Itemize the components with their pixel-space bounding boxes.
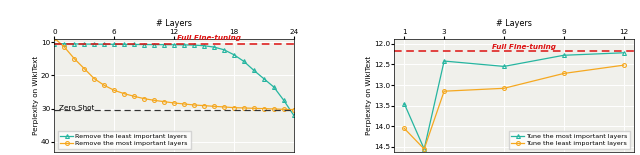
Remove the most important layers [270,108,278,110]
Y-axis label: Perplexity on WikiText: Perplexity on WikiText [33,56,39,135]
Y-axis label: Perplexity on WikiText: Perplexity on WikiText [366,56,372,135]
Legend: Tune the most important layers, Tune the least important layers: Tune the most important layers, Tune the… [509,131,630,149]
Remove the least important layers [270,86,278,88]
Remove the most important layers [220,106,228,108]
Remove the most important layers [290,109,298,111]
Remove the most important layers [280,108,287,110]
Remove the most important layers [131,95,138,97]
Remove the most important layers [120,93,128,95]
Remove the least important layers [70,43,78,45]
Remove the most important layers [180,103,188,105]
Remove the least important layers [220,49,228,51]
Remove the least important layers [51,43,58,45]
Tune the most important layers [560,54,568,56]
Remove the least important layers [81,43,88,45]
Tune the least important layers [440,90,448,92]
Remove the least important layers [100,43,108,45]
Remove the least important layers [230,54,237,56]
Remove the most important layers [140,98,148,100]
Remove the most important layers [70,58,78,60]
Remove the most important layers [51,37,58,39]
Remove the most important layers [240,107,248,109]
Remove the least important layers [90,43,98,45]
Remove the most important layers [81,68,88,70]
Remove the most important layers [260,108,268,110]
Remove the least important layers [140,44,148,45]
Remove the least important layers [150,44,158,46]
Remove the least important layers [260,78,268,80]
Remove the least important layers [131,44,138,45]
Remove the least important layers [250,69,258,71]
Tune the most important layers [440,60,448,62]
Remove the most important layers [90,78,98,80]
Remove the most important layers [61,46,68,48]
Remove the least important layers [110,43,118,45]
Tune the least important layers [500,87,508,89]
Remove the least important layers [200,45,208,47]
Text: Full Fine-tuning: Full Fine-tuning [492,44,556,50]
Text: Full Fine-tuning: Full Fine-tuning [177,35,241,41]
Line: Tune the most important layers: Tune the most important layers [403,51,625,151]
Remove the least important layers [190,44,198,46]
X-axis label: # Layers: # Layers [156,20,192,29]
Tune the most important layers [620,52,627,54]
Remove the most important layers [150,99,158,101]
Remove the least important layers [170,44,178,46]
Line: Remove the most important layers: Remove the most important layers [52,36,296,112]
Remove the most important layers [190,104,198,106]
Tune the least important layers [620,64,627,66]
Tune the least important layers [560,73,568,74]
Remove the least important layers [290,114,298,116]
Legend: Remove the least important layers, Remove the most important layers: Remove the least important layers, Remov… [58,131,191,149]
Remove the least important layers [280,99,287,101]
Tune the most important layers [500,66,508,67]
Remove the least important layers [210,46,218,48]
Remove the most important layers [250,107,258,109]
Remove the least important layers [61,43,68,45]
Tune the most important layers [401,103,408,104]
Remove the most important layers [200,105,208,107]
Remove the least important layers [120,43,128,45]
Remove the most important layers [230,107,237,108]
Tune the least important layers [401,127,408,129]
Tune the least important layers [420,148,428,150]
Remove the most important layers [100,84,108,86]
Line: Tune the least important layers: Tune the least important layers [403,63,625,151]
Remove the most important layers [160,101,168,103]
Remove the most important layers [110,89,118,91]
Remove the most important layers [170,102,178,104]
Text: Zero Shot: Zero Shot [60,105,95,111]
X-axis label: # Layers: # Layers [496,20,532,29]
Tune the most important layers [420,148,428,150]
Remove the least important layers [180,44,188,46]
Line: Remove the least important layers: Remove the least important layers [52,42,296,117]
Remove the least important layers [240,60,248,62]
Remove the least important layers [160,44,168,46]
Remove the most important layers [210,105,218,107]
